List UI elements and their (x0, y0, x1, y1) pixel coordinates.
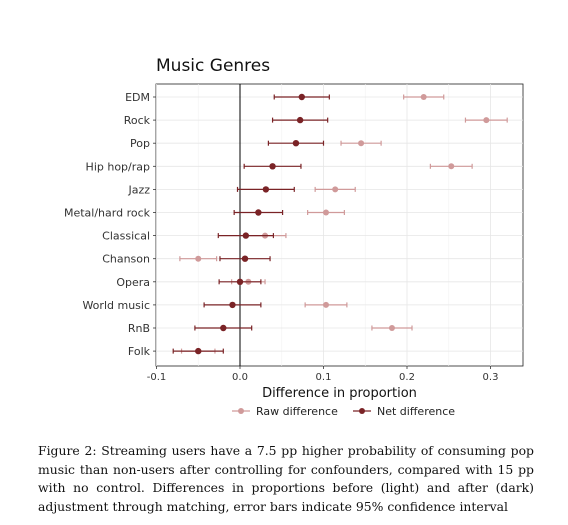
raw-point (323, 301, 330, 308)
raw-point (388, 325, 395, 331)
y-tick-label: Folk (128, 345, 151, 358)
x-tick-label: 0.1 (316, 372, 332, 383)
net-point (236, 278, 244, 285)
net-legend-marker (359, 408, 365, 414)
raw-point (323, 209, 330, 216)
x-tick-label: 0.3 (483, 372, 499, 383)
x-tick-label: 0.2 (399, 372, 415, 383)
raw-point (420, 94, 427, 100)
x-axis-label: Difference in proportion (262, 386, 417, 401)
net-point (242, 232, 250, 239)
y-tick-label: Chanson (102, 253, 150, 266)
y-tick-label: RnB (128, 322, 150, 335)
chart-title: Music Genres (156, 56, 270, 76)
legend: Raw difference Net difference (232, 405, 455, 418)
net-point (220, 324, 227, 332)
net-point (255, 209, 262, 216)
y-tick-label: EDM (125, 91, 150, 104)
music-genres-chart: Music Genres -0.1 0.0 0.1 0.2 0.3 EDM Rock Pop H… (64, 56, 524, 418)
y-tick-label: Hip hop/rap (86, 160, 150, 173)
net-point (241, 255, 249, 262)
x-tick-label: 0.0 (232, 372, 248, 383)
net-legend-label: Net difference (377, 405, 455, 418)
plot-panel (155, 83, 524, 367)
y-tick-label: Pop (130, 137, 150, 150)
raw-point (332, 186, 339, 193)
net-point (195, 347, 202, 355)
net-point (296, 116, 304, 124)
y-tick-label: Classical (102, 230, 150, 243)
net-point (292, 140, 300, 147)
raw-legend-marker (238, 408, 244, 414)
y-tick-label: Jazz (127, 183, 150, 196)
net-point (298, 93, 305, 101)
y-tick-label: Metal/hard rock (64, 207, 151, 220)
net-point (262, 186, 270, 193)
x-tick-label: -0.1 (147, 372, 167, 383)
net-point (269, 163, 276, 170)
plot-area: -0.1 0.0 0.1 0.2 0.3 EDM Rock Pop Hip hop/rap Jaz… (64, 83, 524, 383)
raw-point (358, 140, 365, 147)
net-point (229, 301, 236, 309)
y-tick-label: World music (82, 299, 150, 312)
figure-caption: Figure 2: Streaming users have a 7.5 pp … (38, 443, 534, 514)
raw-point (448, 163, 455, 170)
y-tick-label: Opera (116, 276, 150, 289)
raw-legend-label: Raw difference (256, 405, 338, 418)
raw-point (195, 255, 202, 262)
raw-point (483, 117, 490, 124)
y-tick-label: Rock (124, 114, 151, 127)
